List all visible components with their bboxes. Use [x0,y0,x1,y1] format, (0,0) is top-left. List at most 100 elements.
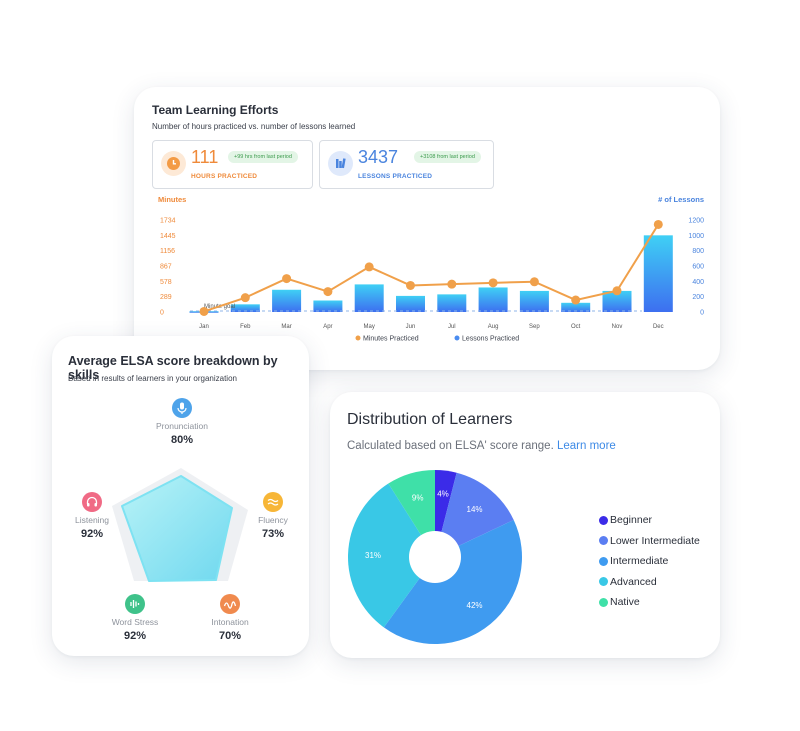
microphone-icon [172,398,192,418]
month-label: Jan [199,324,209,330]
pie-slice [383,519,522,644]
legend-dot [599,597,608,607]
radar-score-shape [121,475,233,582]
legend-dot [599,577,608,587]
month-label: Dec [653,324,664,330]
distribution-legend: Beginner Lower Intermediate Intermediate… [599,510,700,613]
skill-name: Intonation [211,617,249,627]
minutes-point [240,293,250,303]
left-tick-label: 1445 [160,233,176,240]
month-label: Nov [612,324,623,330]
skill-value: 70% [218,630,242,642]
minutes-point [406,280,415,290]
month-label: May [364,324,375,330]
pie-slice [348,483,435,628]
minutes-point [364,262,374,272]
hours-change-badge: +99 hrs from last period [228,151,298,163]
skill-value: 80% [170,434,194,446]
left-tick-label: 289 [160,294,172,301]
skill-intonation: Intonation 70% [185,594,275,642]
team-learning-chart: Minutes # of Lessons 0 289 578 867 1156 1445 173… [158,195,704,343]
right-tick-label: 1200 [688,218,704,225]
lesson-bar [643,235,673,312]
pie-slice [435,472,514,557]
month-label: Jul [448,324,456,330]
legend-label: Lower Intermediate [610,534,700,547]
lesson-bar [602,290,632,312]
month-label: Apr [323,324,332,330]
headphones-icon [82,492,102,512]
soundwave-icon [125,594,145,614]
minutes-line [203,223,660,313]
skill-listening: Listening 92% [47,492,137,540]
left-tick-label: 1734 [160,218,176,225]
lesson-bar [272,289,302,312]
minutes-point [447,279,457,289]
learn-more-link[interactable]: Learn more [556,440,616,452]
distribution-subtitle: Calculated based on ELSA' score range. L… [347,440,616,452]
legend-label: Advanced [610,575,657,588]
minutes-point [612,286,622,296]
minutes-point [571,295,581,305]
skill-pronunciation: Pronunciation 80% [137,398,227,446]
distribution-donut-chart: 4% 14% 42% 31% 9% [348,470,522,644]
minutes-point [529,277,539,287]
donut-hole [409,531,461,583]
legend-dot [599,515,608,525]
wave-icon [263,492,283,512]
lessons-value: 3437 [358,147,399,167]
minutes-point [323,287,333,297]
legend-label: Native [610,596,640,609]
skill-value: 92% [123,630,147,642]
legend-minutes-label: Minutes Practiced [363,336,419,343]
legend-label: Intermediate [610,555,669,568]
month-label: Sep [529,324,540,330]
skills-subtitle: Based in results of learners in your org… [68,374,237,383]
team-subtitle: Number of hours practiced vs. number of … [152,122,356,131]
team-title: Team Learning Efforts [152,103,279,117]
left-tick-label: 867 [160,264,172,271]
clock-icon [161,151,186,176]
lesson-bar [313,300,343,312]
minutes-point [199,306,209,316]
lessons-label: LESSONS PRACTICED [358,173,433,180]
lesson-bar [519,290,549,312]
hours-value: 111 [191,147,219,167]
lesson-bar [478,287,508,312]
skill-name: Fluency [258,515,288,525]
skill-word-stress: Word Stress 92% [90,594,180,642]
team-learning-card: Team Learning Efforts Number of hours pr… [134,87,720,370]
minutes-point [653,219,663,229]
legend-item-advanced: Advanced [599,572,700,593]
skills-radar-chart [112,468,248,582]
right-axis-title: # of Lessons [658,195,704,204]
legend-item-beginner: Beginner [599,510,700,531]
month-label: Aug [488,324,499,330]
lessons-change-badge: +3108 from last period [414,151,481,163]
skill-name: Listening [74,515,110,525]
right-tick-label: 200 [692,294,704,301]
distribution-card: Distribution of Learners Calculated base… [330,392,720,658]
minutes-point [282,274,292,284]
right-tick-label: 600 [692,264,704,271]
left-tick-label: 578 [160,279,172,286]
legend-item-lower-intermediate: Lower Intermediate [599,531,700,552]
left-axis-title: Minutes [158,195,186,204]
legend-item-native: Native [599,592,700,613]
legend-lessons-dot [454,335,460,341]
legend-dot [599,536,608,546]
lesson-bar [396,295,425,312]
lesson-bar [354,284,384,312]
lesson-bar [230,304,260,312]
legend-lessons-label: Lessons Practiced [462,336,519,343]
skill-name: Pronunciation [156,421,208,431]
month-label: Feb [240,324,251,330]
pie-slice-label: 31% [365,551,381,560]
pie-slice-label: 4% [437,490,449,499]
month-label: Oct [571,324,581,330]
books-icon [328,151,353,176]
skill-value: 73% [261,528,285,540]
lesson-bar [437,294,467,312]
legend-minutes-dot [355,335,361,341]
right-tick-label: 1000 [688,233,704,240]
